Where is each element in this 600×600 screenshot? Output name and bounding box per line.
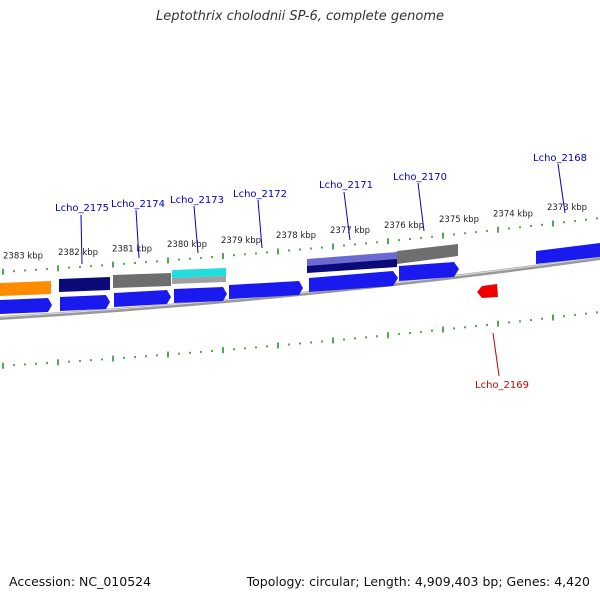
gene-feature[interactable] <box>114 290 171 307</box>
kbp-label: 2383 kbp <box>3 252 43 262</box>
gene-label-lcho-2171[interactable]: Lcho_2171 <box>319 180 373 191</box>
gene-feature[interactable] <box>0 298 52 314</box>
genome-stats-label: Topology: circular; Length: 4,909,403 bp… <box>246 574 590 589</box>
gene-label-lcho-2168[interactable]: Lcho_2168 <box>533 153 587 164</box>
outer-scale-ticks <box>2 217 598 275</box>
gene-label-lcho-2173[interactable]: Lcho_2173 <box>170 195 224 206</box>
gene-label-lcho-2175[interactable]: Lcho_2175 <box>55 203 109 214</box>
inner-scale-ticks <box>2 311 598 369</box>
gene-feature[interactable] <box>174 287 227 303</box>
kbp-label: 2374 kbp <box>493 209 533 219</box>
gene-label-lcho-2172[interactable]: Lcho_2172 <box>233 189 287 200</box>
kbp-label: 2378 kbp <box>276 231 316 241</box>
gene-feature[interactable] <box>172 276 226 284</box>
gene-feature[interactable] <box>399 262 459 281</box>
kbp-label: 2380 kbp <box>167 240 207 250</box>
kbp-label: 2376 kbp <box>384 221 424 231</box>
gene-feature[interactable] <box>172 268 226 278</box>
map-title: Leptothrix cholodnii SP-6, complete geno… <box>156 9 444 24</box>
gene-feature[interactable] <box>397 244 458 264</box>
gene-feature[interactable] <box>59 277 110 292</box>
gene-feature[interactable] <box>113 273 171 288</box>
genome-backbone <box>0 256 600 320</box>
gene-feature[interactable] <box>60 295 110 311</box>
gene-label-lcho-2170[interactable]: Lcho_2170 <box>393 172 447 183</box>
kbp-scale-labels: 2383 kbp 2382 kbp 2381 kbp 2380 kbp 2379 kbp… <box>3 203 587 262</box>
gene-feature[interactable] <box>307 259 397 273</box>
gene-leader-lines <box>80 163 566 377</box>
gene-feature[interactable] <box>309 271 398 292</box>
kbp-label: 2377 kbp <box>330 226 370 236</box>
kbp-label: 2381 kbp <box>112 244 152 254</box>
kbp-label: 2382 kbp <box>58 248 98 258</box>
gene-feature-lcho-2169[interactable] <box>477 284 498 298</box>
gene-feature[interactable] <box>0 281 51 296</box>
gene-feature[interactable] <box>536 243 600 264</box>
upper-row-features <box>0 244 458 296</box>
gene-feature[interactable] <box>229 281 303 299</box>
kbp-label: 2373 kbp <box>547 203 587 213</box>
kbp-label: 2375 kbp <box>439 215 479 225</box>
gene-label-lcho-2174[interactable]: Lcho_2174 <box>111 199 165 210</box>
kbp-label: 2379 kbp <box>221 236 261 246</box>
gene-label-lcho-2169[interactable]: Lcho_2169 <box>475 380 529 391</box>
accession-label: Accession: NC_010524 <box>9 574 152 589</box>
forward-strand-features <box>0 243 600 314</box>
